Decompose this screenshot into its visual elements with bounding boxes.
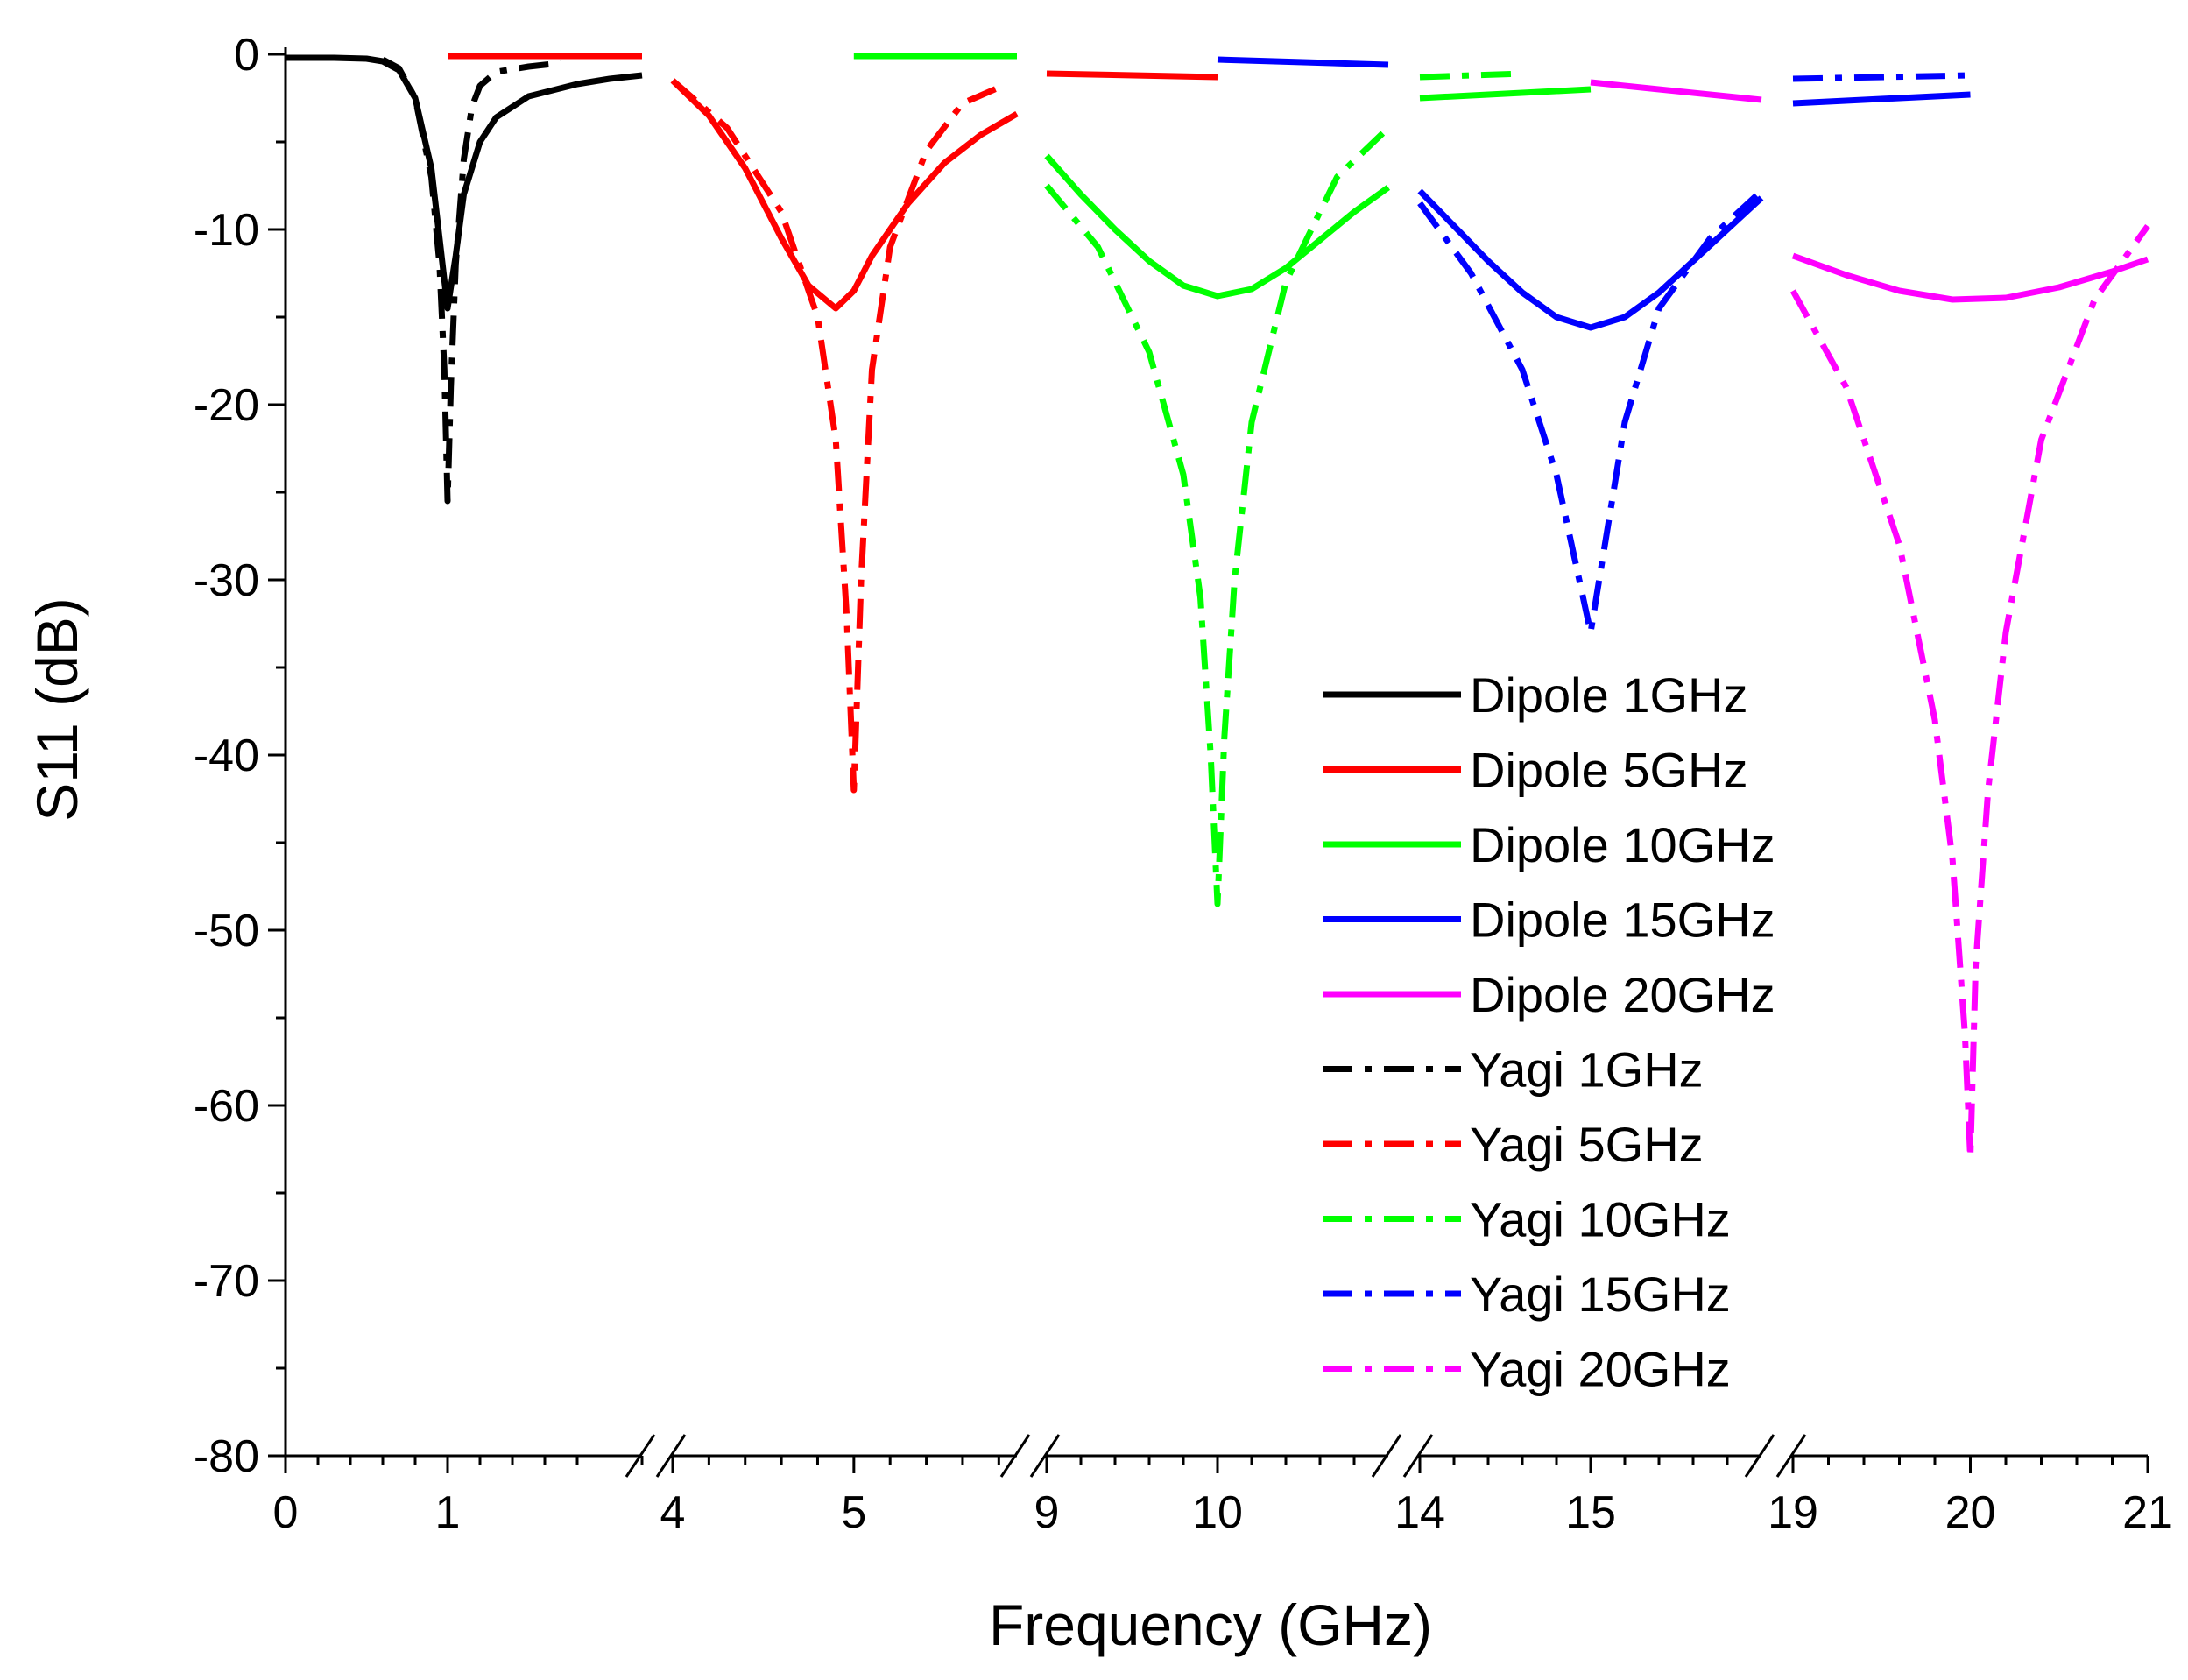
x-tick-label: 0 — [273, 1487, 299, 1538]
y-tick-label: -50 — [194, 906, 259, 956]
series-line-yagi-10ghz — [1044, 125, 1391, 907]
series-line-dipole-5ghz — [670, 78, 1019, 312]
series-line-dipole-10ghz — [1044, 153, 1391, 300]
series-line-dipole-15ghz — [1417, 188, 1764, 331]
axis-break-mark — [1402, 1434, 1434, 1478]
x-tick-label: 19 — [1768, 1487, 1818, 1538]
series-line-dipole-20ghz-lower-band — [1792, 91, 1971, 107]
y-tick-label: -80 — [194, 1431, 259, 1482]
series-line-dipole-20ghz — [1791, 252, 2149, 303]
curves-layer — [286, 53, 2150, 1161]
x-tick-label: 1 — [435, 1487, 461, 1538]
series-line-dipole-10ghz-shared-axis-lower-band — [1046, 70, 1218, 81]
y-tick-label: -40 — [194, 731, 259, 781]
legend-label-yagi-1ghz: Yagi 1GHz — [1470, 1042, 1704, 1098]
series-line-dipole-15ghz-upper-band — [1590, 79, 1762, 103]
legend-label-dipole-1ghz: Dipole 1GHz — [1470, 667, 1747, 723]
legend-label-dipole-20ghz: Dipole 20GHz — [1470, 967, 1775, 1022]
x-tick-label: 10 — [1192, 1487, 1243, 1538]
axis-break-mark — [1744, 1434, 1775, 1478]
series-line-yagi-20ghz-lower-band — [1792, 72, 1971, 82]
y-tick-label: -30 — [194, 555, 259, 606]
series-line-yagi-1ghz — [381, 56, 561, 505]
series-line-yagi-5ghz — [670, 78, 1000, 794]
x-tick-label: 14 — [1394, 1487, 1445, 1538]
legend-label-dipole-10ghz: Dipole 10GHz — [1470, 817, 1775, 872]
legend: Dipole 1GHz Dipole 5GHz Dipole 10GHz Dipole… — [1323, 667, 1775, 1397]
y-tick-label: -10 — [194, 205, 259, 256]
legend-label-yagi-10ghz: Yagi 10GHz — [1470, 1192, 1731, 1247]
x-tick-label: 15 — [1565, 1487, 1616, 1538]
axes-layer: 0-10-20-30-40-50-60-70-800 1 4 5 9 10 14 15 19 20… — [194, 30, 2173, 1538]
series-line-yagi-15ghz-lower-band — [1419, 70, 1523, 81]
legend-label-dipole-15ghz: Dipole 15GHz — [1470, 893, 1775, 948]
x-axis-title: Frequency (GHz) — [989, 1592, 1432, 1657]
x-tick-label: 5 — [841, 1487, 866, 1538]
y-tick-label: -20 — [194, 380, 259, 431]
y-tick-label: -70 — [194, 1256, 259, 1307]
y-tick-label: -60 — [194, 1081, 259, 1132]
axis-break-mark — [999, 1434, 1031, 1478]
axis-break-mark — [625, 1434, 656, 1478]
axis-break-mark — [1029, 1434, 1061, 1478]
series-line-dipole-10ghz-upper-band — [1217, 56, 1389, 68]
x-tick-label: 21 — [2122, 1487, 2173, 1538]
legend-label-yagi-15ghz: Yagi 15GHz — [1470, 1267, 1731, 1322]
y-tick-label: 0 — [234, 30, 259, 81]
series-line-yagi-20ghz — [1789, 223, 2150, 1161]
legend-label-dipole-5ghz: Dipole 5GHz — [1470, 743, 1747, 798]
series-line-yagi-15ghz — [1417, 188, 1764, 636]
legend-label-yagi-20ghz: Yagi 20GHz — [1470, 1342, 1731, 1397]
y-axis-title: S11 (dB) — [25, 597, 89, 822]
axis-break-mark — [1371, 1434, 1402, 1478]
axis-break-mark — [1775, 1434, 1807, 1478]
x-tick-label: 9 — [1034, 1487, 1060, 1538]
x-tick-label: 20 — [1945, 1487, 1996, 1538]
series-line-dipole-1ghz — [286, 54, 643, 312]
axis-break-mark — [655, 1434, 687, 1478]
series-line-dipole-15ghz-lower-band — [1419, 86, 1592, 102]
legend-label-yagi-5ghz: Yagi 5GHz — [1470, 1117, 1704, 1172]
x-tick-label: 4 — [660, 1487, 686, 1538]
